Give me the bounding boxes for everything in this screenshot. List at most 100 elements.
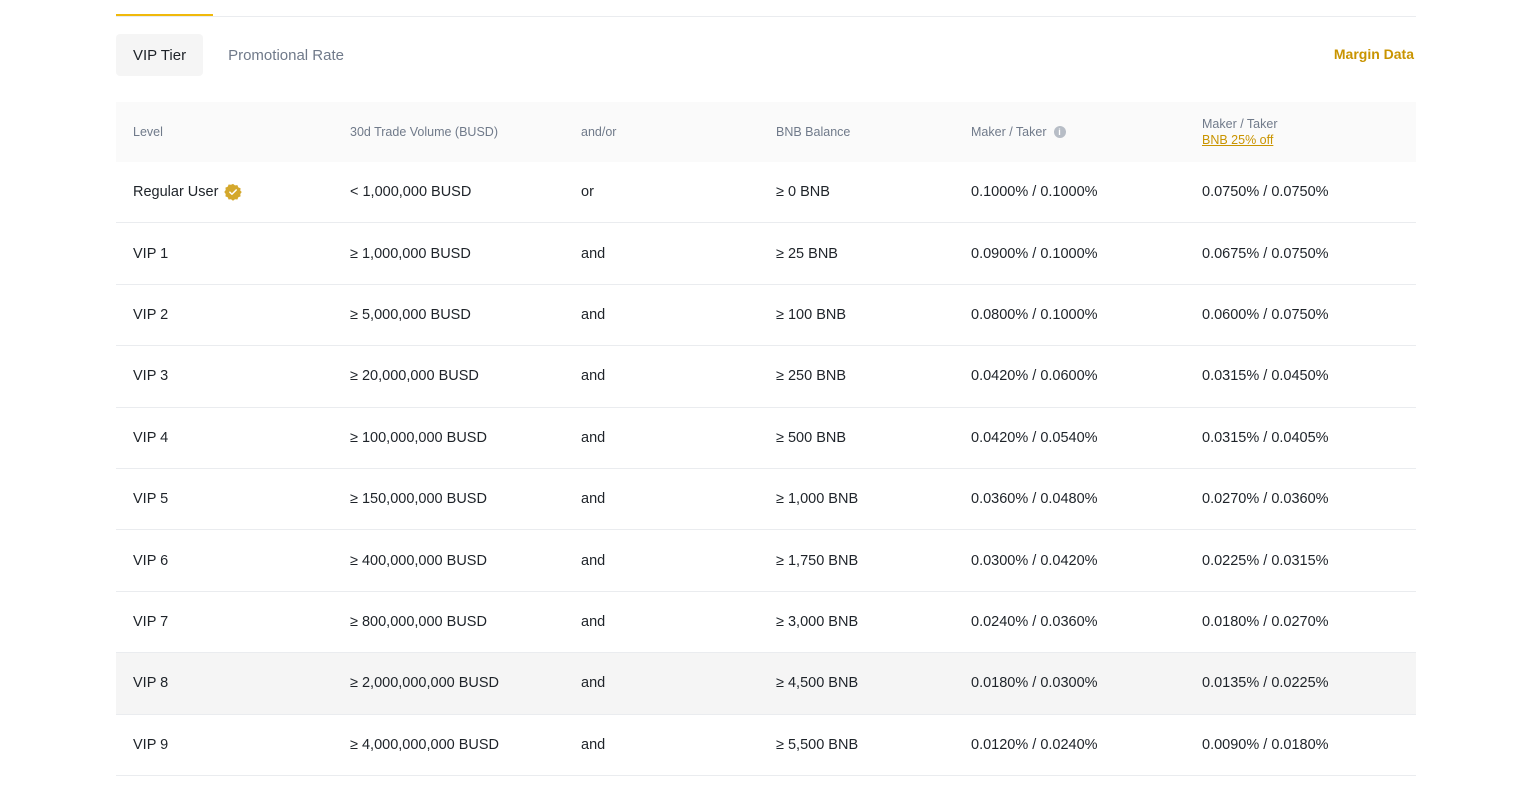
cell-maker-taker: 0.0360% / 0.0480% — [954, 491, 1185, 507]
cell-bnb-balance-text: ≥ 0 BNB — [776, 184, 830, 201]
header-maker-taker-bnb: Maker / Taker BNB 25% off — [1185, 117, 1416, 147]
cell-maker-taker-bnb: 0.0180% / 0.0270% — [1185, 614, 1416, 630]
cell-andor-text: and — [581, 429, 606, 446]
cell-andor-text: and — [581, 245, 606, 262]
cell-maker-taker-text: 0.0240% / 0.0360% — [971, 613, 1098, 630]
cell-maker-taker: 0.0800% / 0.1000% — [954, 307, 1185, 323]
cell-maker-taker-bnb: 0.0135% / 0.0225% — [1185, 675, 1416, 691]
table-row: VIP 1 ≥ 1,000,000 BUSD and ≥ 25 BNB 0.0900% … — [116, 223, 1416, 285]
cell-level: VIP 4 — [116, 430, 333, 446]
cell-level-text: VIP 9 — [133, 736, 169, 753]
cell-maker-taker-bnb: 0.0315% / 0.0450% — [1185, 368, 1416, 384]
cell-bnb-balance-text: ≥ 500 BNB — [776, 429, 847, 446]
cell-andor-text: and — [581, 736, 606, 753]
cell-volume-text: ≥ 1,000,000 BUSD — [350, 245, 471, 262]
cell-maker-taker: 0.0120% / 0.0240% — [954, 737, 1185, 753]
cell-andor-text: and — [581, 675, 606, 692]
info-icon[interactable]: i — [1053, 126, 1066, 138]
cell-andor: or — [564, 184, 759, 200]
cell-volume-text: ≥ 4,000,000,000 BUSD — [350, 736, 500, 753]
header-volume: 30d Trade Volume (BUSD) — [350, 125, 498, 139]
cell-maker-taker-text: 0.0420% / 0.0600% — [971, 368, 1098, 385]
cell-level-text: VIP 5 — [133, 491, 169, 508]
cell-andor: and — [564, 430, 759, 446]
cell-maker-taker-bnb: 0.0270% / 0.0360% — [1185, 491, 1416, 507]
margin-data-link[interactable]: Margin Data — [1333, 46, 1414, 62]
cell-volume: < 1,000,000 BUSD — [333, 184, 564, 200]
cell-andor-text: and — [581, 552, 606, 569]
cell-volume: ≥ 20,000,000 BUSD — [333, 368, 564, 384]
cell-maker-taker-bnb-text: 0.0315% / 0.0405% — [1202, 429, 1329, 446]
cell-level-text: VIP 3 — [133, 368, 169, 385]
cell-maker-taker-bnb: 0.0750% / 0.0750% — [1185, 184, 1416, 200]
cell-level: VIP 5 — [116, 491, 333, 507]
cell-bnb-balance: ≥ 1,750 BNB — [759, 553, 954, 569]
cell-bnb-balance: ≥ 0 BNB — [759, 184, 954, 200]
header-maker-taker-bnb-label: Maker / Taker — [1202, 117, 1278, 131]
tab-vip-tier[interactable]: VIP Tier — [116, 34, 204, 76]
cell-maker-taker-bnb: 0.0675% / 0.0750% — [1185, 246, 1416, 262]
cell-andor: and — [564, 307, 759, 323]
cell-andor-text: and — [581, 306, 606, 323]
cell-level-text: VIP 7 — [133, 613, 169, 630]
top-divider — [116, 16, 1416, 17]
cell-maker-taker-bnb: 0.0090% / 0.0180% — [1185, 737, 1416, 753]
cell-volume: ≥ 1,000,000 BUSD — [333, 246, 564, 262]
cell-level: Regular User — [116, 183, 333, 201]
cell-bnb-balance: ≥ 3,000 BNB — [759, 614, 954, 630]
cell-bnb-balance: ≥ 25 BNB — [759, 246, 954, 262]
cell-volume-text: ≥ 2,000,000,000 BUSD — [350, 675, 500, 692]
header-maker-taker-label: Maker / Taker — [971, 125, 1047, 139]
cell-maker-taker-bnb: 0.0225% / 0.0315% — [1185, 553, 1416, 569]
cell-bnb-balance: ≥ 5,500 BNB — [759, 737, 954, 753]
cell-maker-taker: 0.0180% / 0.0300% — [954, 675, 1185, 691]
cell-maker-taker-bnb-text: 0.0315% / 0.0450% — [1202, 368, 1329, 385]
cell-maker-taker-bnb-text: 0.0225% / 0.0315% — [1202, 552, 1329, 569]
cell-maker-taker: 0.0420% / 0.0600% — [954, 368, 1185, 384]
cell-maker-taker-bnb-text: 0.0090% / 0.0180% — [1202, 736, 1329, 753]
cell-level-text: VIP 4 — [133, 429, 169, 446]
cell-volume: ≥ 4,000,000,000 BUSD — [333, 737, 564, 753]
table-row: VIP 5 ≥ 150,000,000 BUSD and ≥ 1,000 BNB 0.0… — [116, 469, 1416, 531]
table-row: VIP 6 ≥ 400,000,000 BUSD and ≥ 1,750 BNB 0.0… — [116, 530, 1416, 592]
cell-bnb-balance: ≥ 100 BNB — [759, 307, 954, 323]
cell-volume: ≥ 5,000,000 BUSD — [333, 307, 564, 323]
cell-maker-taker-bnb-text: 0.0750% / 0.0750% — [1202, 184, 1329, 201]
table-row: VIP 3 ≥ 20,000,000 BUSD and ≥ 250 BNB 0.0420… — [116, 346, 1416, 408]
cell-andor: and — [564, 491, 759, 507]
table-row: Regular User < 1,000,000 BUSD or ≥ 0 BNB 0.1… — [116, 162, 1416, 224]
bnb-discount-link[interactable]: BNB 25% off — [1202, 133, 1274, 147]
cell-maker-taker-text: 0.0900% / 0.1000% — [971, 245, 1098, 262]
cell-volume: ≥ 400,000,000 BUSD — [333, 553, 564, 569]
cell-maker-taker: 0.0300% / 0.0420% — [954, 553, 1185, 569]
cell-andor: and — [564, 553, 759, 569]
cell-bnb-balance-text: ≥ 1,750 BNB — [776, 552, 859, 569]
cell-volume-text: ≥ 100,000,000 BUSD — [350, 429, 487, 446]
cell-level-text: VIP 2 — [133, 306, 169, 323]
cell-bnb-balance-text: ≥ 1,000 BNB — [776, 491, 859, 508]
header-bnb-balance: BNB Balance — [776, 125, 851, 139]
active-section-indicator — [116, 14, 213, 16]
cell-maker-taker-bnb: 0.0315% / 0.0405% — [1185, 430, 1416, 446]
cell-level: VIP 7 — [116, 614, 333, 630]
cell-bnb-balance-text: ≥ 25 BNB — [776, 245, 838, 262]
cell-maker-taker-bnb-text: 0.0270% / 0.0360% — [1202, 491, 1329, 508]
tab-promotional-rate[interactable]: Promotional Rate — [228, 46, 344, 64]
cell-volume: ≥ 2,000,000,000 BUSD — [333, 675, 564, 691]
cell-maker-taker-text: 0.0300% / 0.0420% — [971, 552, 1098, 569]
cell-bnb-balance-text: ≥ 5,500 BNB — [776, 736, 859, 753]
cell-bnb-balance: ≥ 250 BNB — [759, 368, 954, 384]
table-row: VIP 2 ≥ 5,000,000 BUSD and ≥ 100 BNB 0.0800%… — [116, 285, 1416, 347]
cell-bnb-balance: ≥ 1,000 BNB — [759, 491, 954, 507]
cell-andor: and — [564, 675, 759, 691]
table-header: Level 30d Trade Volume (BUSD) and/or BNB… — [116, 102, 1416, 162]
cell-maker-taker-text: 0.0180% / 0.0300% — [971, 675, 1098, 692]
cell-andor-text: and — [581, 613, 606, 630]
table-row: VIP 7 ≥ 800,000,000 BUSD and ≥ 3,000 BNB 0.0… — [116, 592, 1416, 654]
cell-level-text: Regular User — [133, 184, 219, 201]
cell-volume-text: < 1,000,000 BUSD — [350, 184, 472, 201]
cell-volume-text: ≥ 20,000,000 BUSD — [350, 368, 479, 385]
cell-andor: and — [564, 737, 759, 753]
cell-bnb-balance: ≥ 500 BNB — [759, 430, 954, 446]
cell-volume: ≥ 800,000,000 BUSD — [333, 614, 564, 630]
